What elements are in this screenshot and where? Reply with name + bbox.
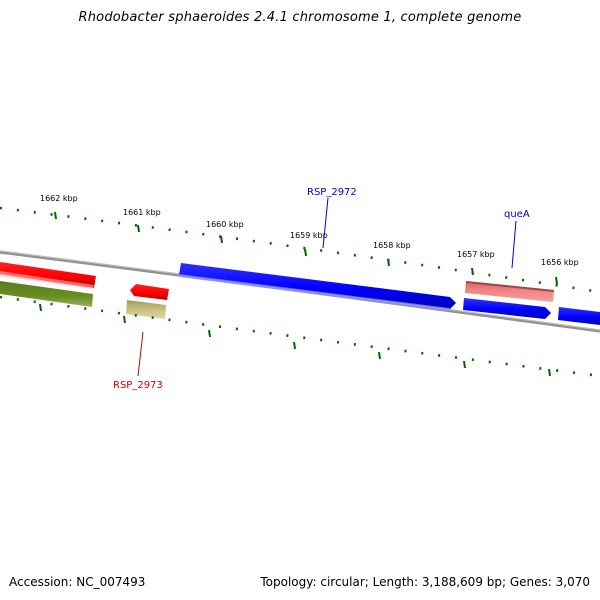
scale-label: 1656 kbp	[541, 258, 579, 267]
scale-tick	[39, 303, 42, 312]
leader-line-rsp-2972	[322, 197, 329, 249]
scale-tick	[304, 248, 307, 257]
scale-tick	[548, 368, 551, 377]
leader-line-rsp-2973	[137, 331, 144, 377]
gene-label-rsp-2973[interactable]: RSP_2973	[113, 380, 163, 391]
scale-label: 1657 kbp	[457, 250, 495, 259]
gene-arrow-reverse[interactable]	[0, 262, 96, 288]
scale-tick	[378, 351, 381, 360]
khaki-feature[interactable]	[126, 300, 166, 319]
outer-scale-track	[0, 206, 600, 294]
leader-line-quea	[511, 220, 517, 269]
scale-tick	[123, 315, 126, 324]
gene-arrow-shadow	[179, 274, 450, 311]
scale-tick	[220, 235, 223, 244]
scale-tick	[54, 211, 57, 220]
scale-tick	[555, 276, 558, 285]
gene-arrow-forward[interactable]	[558, 307, 600, 325]
accession-text: Accession: NC_007493	[9, 575, 146, 589]
gene-label-rsp-2972[interactable]: RSP_2972	[307, 187, 357, 198]
olive-feature[interactable]	[0, 281, 93, 307]
gene-arrow-rsp-2973[interactable]	[130, 284, 169, 300]
scale-tick	[208, 329, 211, 338]
scale-label: 1662 kbp	[40, 194, 78, 203]
gene-arrow-rsp-2972[interactable]	[179, 263, 456, 309]
scale-label: 1661 kbp	[123, 208, 161, 217]
scale-tick	[137, 224, 140, 233]
scale-tick	[471, 267, 474, 276]
gene-arrow-forward[interactable]	[463, 298, 551, 319]
gene-arrow-quea-edge	[465, 281, 555, 292]
scale-label: 1659 kbp	[290, 231, 328, 240]
inner-scale-ticks	[39, 303, 551, 377]
gene-arrow-shadow	[0, 271, 94, 289]
scale-label: 1660 kbp	[206, 220, 244, 229]
gene-label-quea[interactable]: queA	[504, 209, 530, 220]
scale-tick	[387, 258, 390, 267]
scale-tick	[463, 360, 466, 369]
gene-arrow-quea[interactable]	[465, 281, 554, 302]
genome-summary-text: Topology: circular; Length: 3,188,609 bp…	[260, 575, 590, 589]
scale-tick	[293, 341, 296, 350]
map-title: Rhodobacter sphaeroides 2.4.1 chromosome…	[78, 10, 522, 25]
scale-label: 1658 kbp	[373, 241, 411, 250]
